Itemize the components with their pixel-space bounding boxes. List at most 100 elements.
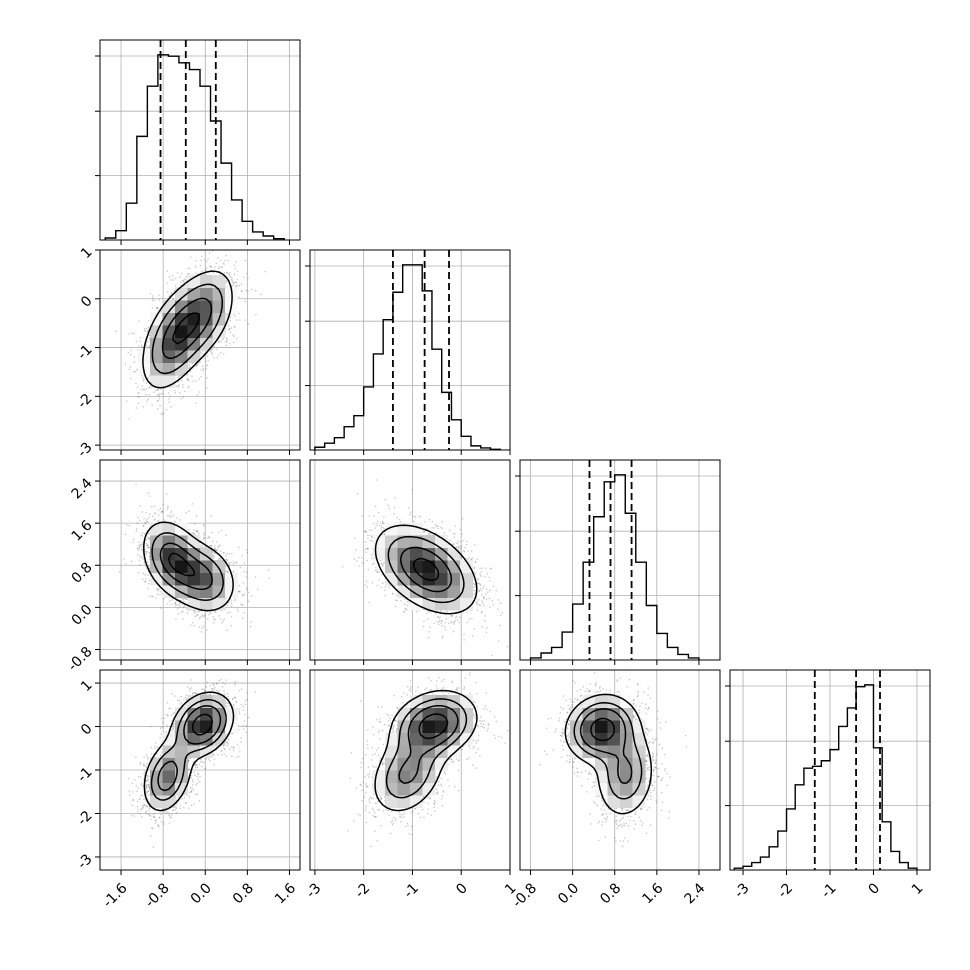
sample-point [195,272,197,274]
sample-point [231,279,234,281]
sample-point [203,532,205,534]
sample-point [202,369,204,372]
sample-point [198,610,200,612]
sample-point [232,571,234,573]
sample-point [138,541,140,543]
sample-point [202,273,205,275]
sample-point [124,533,127,536]
sample-point [207,258,209,260]
sample-point [230,279,232,281]
sample-point [184,284,186,286]
sample-point [251,288,253,291]
sample-point [212,250,214,252]
sample-point [202,538,205,540]
density-cell [175,337,188,351]
sample-point [201,615,203,617]
sample-point [141,549,143,551]
sample-point [244,259,246,262]
sample-point [144,577,147,580]
sample-point [232,563,235,565]
sample-point [160,607,162,609]
sample-point [135,340,137,343]
sample-point [251,595,253,597]
sample-point [226,629,228,632]
sample-point [142,558,144,560]
sample-point [181,379,183,382]
sample-point [150,293,152,295]
sample-point [218,545,220,547]
sample-point [141,543,143,545]
sample-point [248,591,250,593]
sample-point [226,338,228,340]
sample-point [180,600,182,602]
sample-point [128,524,130,527]
sample-point [243,593,245,595]
sample-point [233,264,235,267]
sample-point [177,380,180,383]
sample-point [139,505,141,507]
sample-point [197,611,199,613]
sample-point [138,396,140,398]
sample-point [167,392,170,394]
sample-point [232,341,235,344]
sample-point [149,552,151,554]
sample-point [146,551,148,553]
sample-point [188,529,190,531]
sample-point [152,297,154,299]
sample-point [231,281,234,283]
sample-point [147,521,149,523]
sample-point [141,375,143,377]
sample-point [182,607,184,609]
sample-point [174,601,177,603]
sample-point [226,271,228,274]
sample-point [221,339,223,341]
density-cell [150,337,163,351]
sample-point [223,353,225,355]
y-tick-label: -3 [74,439,95,460]
sample-point [152,295,154,297]
sample-point [97,516,98,517]
sample-point [180,281,182,283]
sample-point [205,368,207,370]
sample-point [216,357,218,359]
sample-point [200,376,202,378]
histogram-line [314,264,501,450]
sample-point [147,536,149,539]
sample-point [229,343,231,345]
sample-point [234,273,236,275]
sample-point [235,281,237,283]
sample-point [174,602,176,605]
sample-point [179,602,181,604]
sample-point [196,531,198,533]
sample-point [225,558,227,560]
sample-point [231,605,233,607]
sample-point [162,503,164,506]
histogram-line [104,54,285,240]
sample-point [174,605,177,607]
sample-point [157,590,159,592]
density-cell [200,337,213,351]
sample-point [243,570,245,573]
sample-point [239,566,242,569]
sample-point [204,259,206,261]
sample-point [244,244,245,245]
sample-point [175,600,177,602]
sample-point [229,611,231,613]
sample-point [142,572,144,575]
sample-point [146,546,149,549]
sample-point [268,577,270,580]
sample-point [194,612,196,614]
sample-point [145,542,147,544]
sample-point [142,346,144,348]
sample-point [156,393,159,396]
sample-point [183,278,185,281]
sample-point [214,337,216,340]
sample-point [141,511,143,513]
sample-point [219,544,221,546]
sample-point [215,262,217,265]
sample-point [216,541,218,543]
sample-point [140,534,142,536]
sample-point [142,380,145,382]
sample-point [175,618,177,620]
density-cell [175,287,188,301]
